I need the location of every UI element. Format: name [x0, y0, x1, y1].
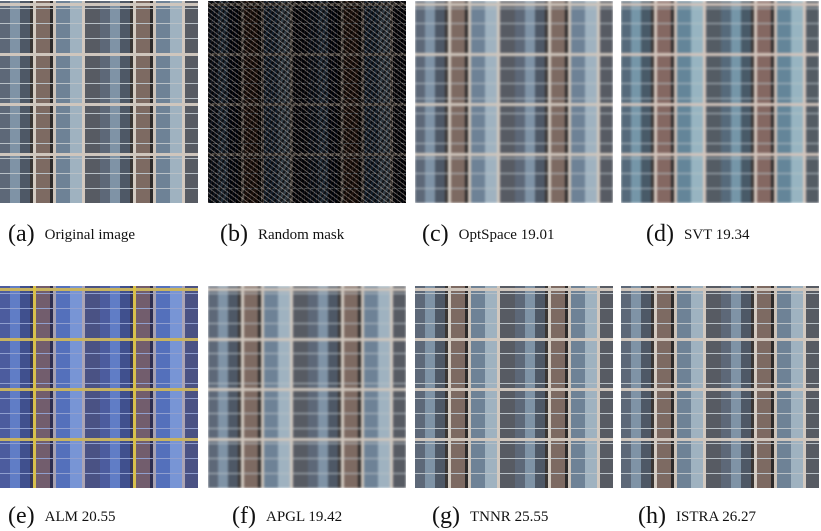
optspace-image: [415, 1, 613, 203]
caption-h: (h) ISTRA 26.27: [638, 503, 756, 529]
original-image: [0, 1, 198, 203]
apgl-image: [208, 286, 406, 488]
caption-b: (b) Random mask: [220, 221, 345, 247]
caption-g: (g) TNNR 25.55: [432, 503, 549, 529]
caption-c: (c) OptSpace 19.01: [422, 221, 555, 247]
caption-f: (f) APGL 19.42: [232, 503, 343, 529]
random-mask-image: [208, 1, 406, 203]
istra-image: [621, 286, 819, 488]
caption-d: (d) SVT 19.34: [646, 221, 750, 247]
caption-a: (a) Original image: [8, 221, 136, 247]
svt-image: [621, 1, 819, 203]
tnnr-image: [415, 286, 613, 488]
caption-e: (e) ALM 20.55: [8, 503, 116, 529]
alm-image: [0, 286, 198, 488]
